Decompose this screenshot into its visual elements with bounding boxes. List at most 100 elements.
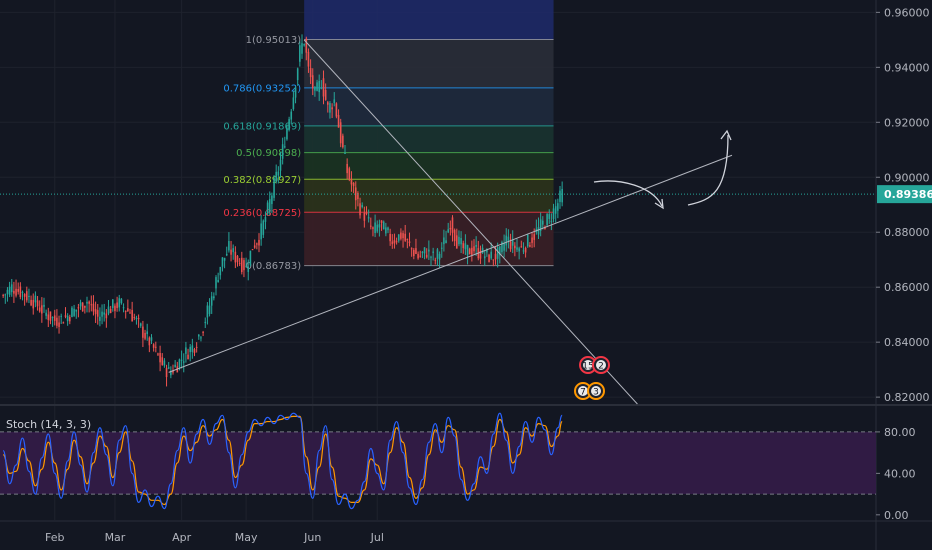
candle-body: [271, 195, 273, 205]
price-tick-label: 0.90000: [884, 171, 930, 184]
candle-body: [335, 103, 338, 117]
candle-body: [15, 288, 17, 296]
candle-body: [112, 299, 114, 308]
candle-body: [436, 249, 439, 259]
trendline-1[interactable]: [168, 154, 733, 373]
candle-body: [99, 316, 101, 321]
candle-body: [458, 236, 460, 245]
candle-body: [479, 250, 482, 259]
candle-body: [86, 301, 88, 304]
event-count: 3: [593, 388, 599, 398]
event-markers[interactable]: 15 2 7 3: [574, 356, 610, 400]
candle-body: [88, 301, 90, 304]
candle-body: [8, 286, 11, 295]
candle-body: [225, 254, 228, 256]
candle-body: [290, 111, 293, 120]
candle-body: [230, 249, 232, 255]
event-flag-inner: [583, 360, 593, 370]
candle-body: [189, 346, 191, 353]
candle-body: [419, 255, 422, 257]
candle-body: [421, 251, 424, 253]
candle-body: [350, 178, 353, 185]
candle-body: [307, 51, 310, 67]
price-tick-label: 0.84000: [884, 336, 930, 349]
candle-body: [131, 310, 133, 322]
candle-body: [456, 235, 458, 249]
fib-label-0.5: 0.5(0.90898): [236, 148, 301, 159]
candle-body: [402, 233, 404, 239]
candle-body: [185, 347, 187, 354]
indicator-title[interactable]: Stoch (14, 3, 3): [6, 418, 91, 431]
candle-body: [322, 78, 325, 97]
event-marker[interactable]: 2: [592, 356, 610, 374]
candle-body: [223, 257, 226, 261]
candle-body: [10, 284, 13, 293]
candle-body: [503, 243, 505, 251]
candle-body: [554, 206, 557, 214]
candle-body: [170, 370, 172, 376]
candle-body: [23, 293, 26, 297]
candle-body: [359, 203, 361, 216]
fib-label-0.236: 0.236(0.88725): [223, 208, 301, 219]
candle-body: [550, 220, 553, 222]
curved-arrow-stroke: [687, 134, 729, 206]
candle-body: [195, 346, 198, 348]
candle-body: [273, 178, 275, 198]
fib-label-0.786: 0.786(0.93252): [223, 83, 301, 94]
candle-body: [172, 370, 174, 373]
candle-body: [60, 315, 62, 317]
fib-band-1: [304, 39, 554, 88]
trendline-2[interactable]: [303, 39, 638, 405]
candle-body: [428, 249, 430, 252]
candle-body: [342, 135, 344, 148]
candle-body: [182, 361, 185, 363]
candle-body: [314, 86, 316, 91]
price-tick-label: 0.88000: [884, 226, 930, 239]
event-marker[interactable]: 3: [587, 382, 605, 400]
candle-body: [34, 295, 37, 303]
candle-body: [139, 323, 142, 326]
fib-band-0.5: [304, 152, 554, 180]
candle-body: [354, 187, 357, 201]
stochastic-indicator[interactable]: Stoch (14, 3, 3): [0, 412, 876, 510]
candle-body: [434, 259, 437, 261]
candle-body: [135, 317, 138, 319]
drawings[interactable]: [168, 39, 733, 405]
candle-body: [443, 237, 445, 245]
event-marker[interactable]: 15: [579, 356, 597, 374]
candle-body: [167, 367, 170, 369]
candle-body: [408, 241, 411, 244]
candle-body: [262, 220, 265, 235]
price-badge-label: 0.89386: [884, 188, 932, 201]
axes[interactable]: 0.96000 0.94000 0.92000 0.90000 0.88000 0.860…: [45, 6, 932, 544]
event-flag-inner: [591, 386, 601, 396]
candle-body: [292, 97, 295, 110]
fibonacci-retracement[interactable]: 1(0.95013) 0.786(0.93252) 0.618(0.91869) 0.…: [223, 0, 554, 272]
curved-arrow-down-right[interactable]: [593, 180, 664, 210]
candle-body: [47, 314, 50, 320]
curved-arrow-up[interactable]: [687, 129, 732, 206]
candle-body: [440, 247, 443, 249]
candle-body: [133, 317, 136, 319]
candle-body: [180, 359, 183, 361]
candle-body: [385, 227, 387, 234]
candle-body: [146, 331, 148, 335]
candle-body: [120, 298, 123, 304]
event-flag-inner: [578, 386, 588, 396]
price-tick-label: 0.86000: [884, 281, 930, 294]
candle-body: [339, 122, 342, 144]
candle-body: [19, 286, 22, 298]
candle-body: [490, 251, 492, 259]
candle-body: [378, 224, 381, 228]
candle-body: [75, 309, 78, 312]
curved-arrow-stroke: [593, 180, 663, 207]
candle-body: [236, 255, 239, 263]
current-price-badge[interactable]: 0.89386: [877, 185, 932, 204]
candle-body: [462, 243, 465, 249]
candle-body: [363, 212, 366, 221]
candle-body: [529, 245, 531, 247]
candle-body: [264, 217, 267, 222]
candle-body: [533, 234, 535, 240]
candle-body: [251, 249, 254, 251]
